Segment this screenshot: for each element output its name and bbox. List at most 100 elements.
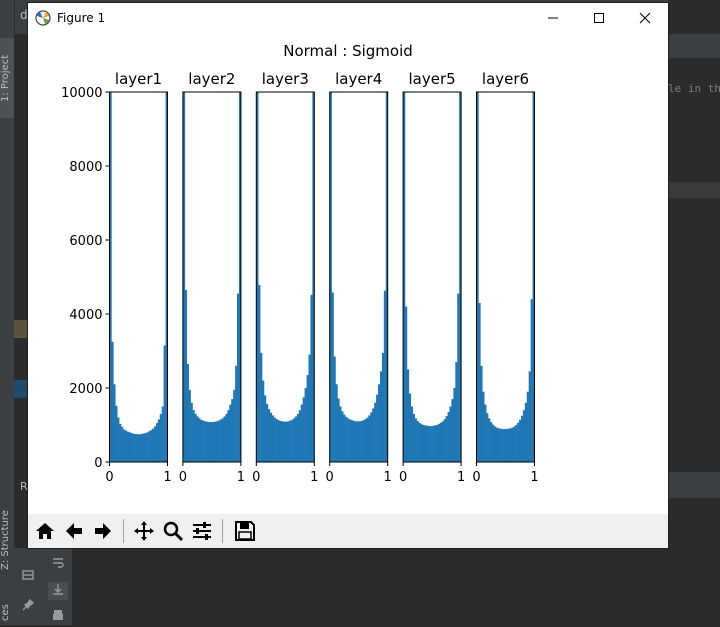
histogram-bar <box>476 92 479 462</box>
navigation-toolbar <box>28 514 668 548</box>
histogram-bar <box>509 428 512 462</box>
histogram-bar <box>283 421 286 462</box>
run-panel-header <box>668 472 720 498</box>
histogram-bar <box>455 362 458 462</box>
home-button[interactable] <box>32 518 58 544</box>
histogram-bar <box>163 345 166 462</box>
histogram-bar <box>221 418 224 462</box>
histogram-bar <box>190 402 193 462</box>
histogram-bar <box>219 419 222 462</box>
pan-button[interactable] <box>131 518 157 544</box>
histogram-bar <box>434 425 437 462</box>
histogram-bar <box>225 413 228 462</box>
histogram-bar <box>294 416 298 462</box>
histogram-bar <box>532 92 535 462</box>
histogram-bar <box>381 352 385 462</box>
histogram-bar <box>432 425 435 462</box>
save-button[interactable] <box>232 518 258 544</box>
histogram-bar <box>262 380 265 462</box>
histogram-bar <box>360 420 363 462</box>
histogram-bar <box>209 422 213 462</box>
zoom-button[interactable] <box>160 518 186 544</box>
histogram-bar <box>453 388 456 462</box>
histogram-bar <box>437 423 441 462</box>
histogram-bar <box>333 356 336 462</box>
histogram-bar <box>258 285 261 462</box>
histogram-bar <box>519 419 522 462</box>
minimize-button[interactable] <box>530 3 576 33</box>
histogram-bar <box>300 404 303 462</box>
histogram-bar <box>184 289 188 462</box>
soft-wrap-icon[interactable] <box>48 556 68 574</box>
structure-tool-tab[interactable]: Z: Structure <box>0 505 14 575</box>
histogram-bar <box>331 292 334 462</box>
histogram-bar <box>374 402 377 462</box>
histogram-bar <box>443 419 446 462</box>
x-tick-label: 0 <box>399 470 407 485</box>
histogram-bar <box>522 410 526 462</box>
print-icon[interactable] <box>48 608 68 626</box>
maximize-button[interactable] <box>576 3 622 33</box>
pin-icon[interactable] <box>18 598 38 616</box>
histogram-bar <box>368 415 371 462</box>
panel-title: layer6 <box>482 70 529 88</box>
histogram-bar <box>227 410 230 462</box>
x-tick-label: 0 <box>472 470 480 485</box>
histogram-bar <box>287 421 290 462</box>
histogram-bar <box>273 417 276 462</box>
window-titlebar[interactable]: Figure 1 <box>28 3 668 33</box>
histogram-bar <box>279 420 282 462</box>
figure-window: Figure 1 Normal : Sigmoid 0 2000 4000 6000 80… <box>28 3 668 548</box>
histogram-bar <box>117 417 120 462</box>
histogram-bar <box>362 420 365 462</box>
axes-frame <box>109 91 168 463</box>
axes-frame <box>329 91 389 463</box>
histogram-bar <box>304 388 307 462</box>
histogram-bar <box>385 92 388 462</box>
pan-icon <box>134 521 154 541</box>
histogram-bar <box>213 421 217 462</box>
histogram-bar <box>486 413 489 462</box>
histogram-bar <box>144 433 147 462</box>
forward-button[interactable] <box>90 518 116 544</box>
histogram-bar <box>495 427 499 462</box>
histogram-bar <box>418 422 421 462</box>
histogram-bar <box>482 391 485 462</box>
y-tick-label: 6000 <box>69 234 102 249</box>
histogram-bar <box>269 412 273 462</box>
figure-canvas[interactable]: Normal : Sigmoid 0 2000 4000 6000 8000 10000 la… <box>28 33 668 514</box>
y-tick-label: 0 <box>94 456 102 471</box>
histogram-bar <box>449 406 452 462</box>
project-tool-tab[interactable]: 1: Project <box>0 38 14 118</box>
histogram-bar <box>491 424 495 462</box>
toolbar-separator <box>123 519 124 543</box>
ide-left-toolstrip <box>0 0 15 625</box>
histogram-bar <box>132 433 135 462</box>
histogram-bar <box>308 354 311 462</box>
histogram-bar <box>358 421 361 462</box>
back-button[interactable] <box>61 518 87 544</box>
histogram-bar <box>155 423 159 462</box>
close-button[interactable] <box>622 3 668 33</box>
histogram-bar <box>200 419 203 462</box>
histogram-bar <box>501 429 504 462</box>
gutter-marker-selected <box>14 380 28 398</box>
tool-tab-fragment[interactable]: ces <box>0 600 14 625</box>
histogram-bar <box>457 293 460 462</box>
configure-subplots-button[interactable] <box>189 518 215 544</box>
histogram-bar <box>126 431 130 462</box>
run-panel-label: R <box>20 480 28 493</box>
histogram-bar <box>208 422 211 462</box>
histogram-bar <box>235 365 238 462</box>
layout-icon[interactable] <box>18 568 38 586</box>
histogram-bar <box>229 404 232 462</box>
histogram-bar <box>364 419 367 462</box>
histogram-bar <box>447 412 450 462</box>
histogram-bar <box>524 402 528 462</box>
histogram-bar <box>267 409 271 462</box>
histogram-bar <box>140 433 143 462</box>
scroll-to-end-icon[interactable] <box>48 582 68 600</box>
x-tick-label: 0 <box>105 470 113 485</box>
histogram-bar <box>517 422 520 462</box>
zoom-icon <box>163 521 184 542</box>
